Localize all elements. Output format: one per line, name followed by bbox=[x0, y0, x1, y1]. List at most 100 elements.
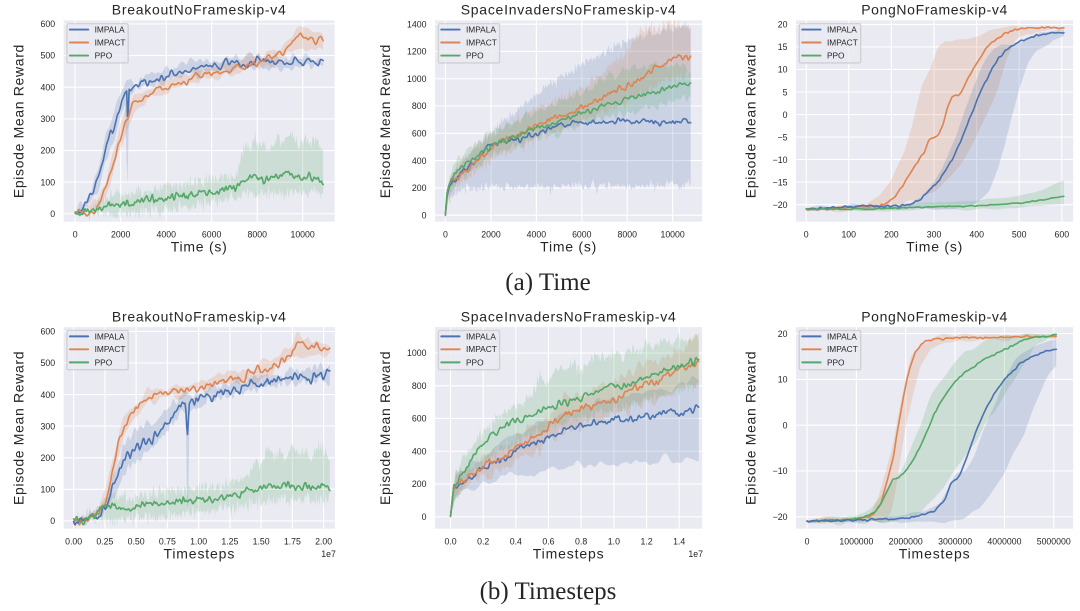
svg-text:200: 200 bbox=[884, 230, 899, 240]
svg-text:SpaceInvadersNoFrameskip-v4: SpaceInvadersNoFrameskip-v4 bbox=[461, 308, 677, 324]
svg-text:15: 15 bbox=[778, 42, 788, 52]
svg-text:400: 400 bbox=[412, 156, 427, 166]
svg-text:0.0: 0.0 bbox=[444, 537, 456, 547]
svg-text:1.50: 1.50 bbox=[253, 537, 270, 547]
svg-text:0: 0 bbox=[73, 230, 78, 240]
svg-text:0.8: 0.8 bbox=[575, 537, 587, 547]
svg-text:100: 100 bbox=[41, 485, 56, 495]
svg-text:PPO: PPO bbox=[466, 357, 484, 367]
svg-text:6000: 6000 bbox=[202, 230, 222, 240]
svg-text:0: 0 bbox=[805, 537, 810, 547]
svg-text:100: 100 bbox=[41, 177, 56, 187]
svg-text:10: 10 bbox=[778, 375, 788, 385]
svg-text:IMPACT: IMPACT bbox=[827, 344, 858, 354]
svg-text:800: 800 bbox=[412, 381, 427, 391]
svg-text:PPO: PPO bbox=[827, 357, 845, 367]
svg-text:IMPACT: IMPACT bbox=[95, 37, 126, 47]
svg-text:0: 0 bbox=[50, 209, 55, 219]
svg-text:Episode Mean Reward: Episode Mean Reward bbox=[743, 44, 759, 198]
svg-text:IMPACT: IMPACT bbox=[466, 344, 497, 354]
svg-text:500: 500 bbox=[41, 358, 56, 368]
svg-text:IMPALA: IMPALA bbox=[466, 25, 496, 35]
svg-text:600: 600 bbox=[41, 19, 56, 29]
svg-text:Episode Mean Reward: Episode Mean Reward bbox=[377, 44, 393, 198]
svg-text:−10: −10 bbox=[773, 155, 788, 165]
svg-text:20: 20 bbox=[778, 20, 788, 30]
svg-text:PongNoFrameskip-v4: PongNoFrameskip-v4 bbox=[861, 308, 1008, 324]
svg-text:2.00: 2.00 bbox=[315, 537, 332, 547]
svg-text:Episode Mean Reward: Episode Mean Reward bbox=[743, 351, 759, 505]
svg-text:10000: 10000 bbox=[290, 230, 314, 240]
svg-text:PPO: PPO bbox=[466, 50, 484, 60]
svg-text:0: 0 bbox=[783, 420, 788, 430]
svg-text:0.25: 0.25 bbox=[96, 537, 113, 547]
svg-text:1.75: 1.75 bbox=[284, 537, 301, 547]
svg-text:Episode Mean Reward: Episode Mean Reward bbox=[377, 351, 393, 505]
svg-text:200: 200 bbox=[412, 479, 427, 489]
svg-text:1.25: 1.25 bbox=[221, 537, 238, 547]
svg-text:Episode Mean Reward: Episode Mean Reward bbox=[10, 44, 26, 198]
svg-text:200: 200 bbox=[41, 453, 56, 463]
svg-text:IMPACT: IMPACT bbox=[95, 344, 126, 354]
svg-text:IMPALA: IMPALA bbox=[95, 331, 125, 341]
svg-text:4000: 4000 bbox=[527, 230, 547, 240]
svg-text:1200: 1200 bbox=[407, 47, 427, 57]
svg-text:IMPALA: IMPALA bbox=[827, 331, 857, 341]
svg-text:600: 600 bbox=[1055, 230, 1070, 240]
svg-text:SpaceInvadersNoFrameskip-v4: SpaceInvadersNoFrameskip-v4 bbox=[461, 1, 677, 17]
svg-text:0: 0 bbox=[443, 230, 448, 240]
svg-text:0: 0 bbox=[422, 210, 427, 220]
svg-text:1.2: 1.2 bbox=[640, 537, 652, 547]
svg-text:PongNoFrameskip-v4: PongNoFrameskip-v4 bbox=[861, 1, 1008, 17]
svg-text:400: 400 bbox=[412, 446, 427, 456]
svg-text:4000: 4000 bbox=[157, 230, 177, 240]
svg-text:500: 500 bbox=[41, 51, 56, 61]
svg-text:6000: 6000 bbox=[572, 230, 592, 240]
svg-text:PPO: PPO bbox=[95, 357, 113, 367]
svg-text:(b) Timesteps: (b) Timesteps bbox=[480, 578, 617, 605]
svg-text:300: 300 bbox=[41, 421, 56, 431]
svg-text:8000: 8000 bbox=[617, 230, 637, 240]
svg-text:400: 400 bbox=[969, 230, 984, 240]
svg-text:1e7: 1e7 bbox=[321, 549, 336, 559]
svg-text:300: 300 bbox=[41, 114, 56, 124]
svg-text:2000: 2000 bbox=[111, 230, 131, 240]
svg-text:1000: 1000 bbox=[407, 74, 427, 84]
svg-text:1000: 1000 bbox=[407, 348, 427, 358]
svg-text:3000000: 3000000 bbox=[938, 537, 972, 547]
svg-text:Time (s): Time (s) bbox=[906, 239, 963, 255]
svg-text:800: 800 bbox=[412, 101, 427, 111]
svg-text:600: 600 bbox=[41, 327, 56, 337]
svg-text:1.00: 1.00 bbox=[190, 537, 207, 547]
svg-text:100: 100 bbox=[841, 230, 856, 240]
svg-text:−15: −15 bbox=[773, 177, 788, 187]
svg-text:2000: 2000 bbox=[481, 230, 501, 240]
svg-text:Time (s): Time (s) bbox=[540, 239, 597, 255]
svg-text:10: 10 bbox=[778, 65, 788, 75]
svg-text:1.4: 1.4 bbox=[673, 537, 685, 547]
svg-text:Timesteps: Timesteps bbox=[533, 546, 605, 562]
svg-text:IMPACT: IMPACT bbox=[466, 37, 497, 47]
svg-text:1e7: 1e7 bbox=[688, 549, 703, 559]
svg-text:Timesteps: Timesteps bbox=[163, 546, 235, 562]
svg-text:0.75: 0.75 bbox=[159, 537, 176, 547]
svg-text:0.50: 0.50 bbox=[128, 537, 145, 547]
svg-text:IMPALA: IMPALA bbox=[827, 25, 857, 35]
svg-text:Timesteps: Timesteps bbox=[899, 546, 971, 562]
svg-text:−20: −20 bbox=[773, 512, 788, 522]
svg-text:0: 0 bbox=[804, 230, 809, 240]
svg-text:BreakoutNoFrameskip-v4: BreakoutNoFrameskip-v4 bbox=[112, 308, 287, 324]
svg-text:(a) Time: (a) Time bbox=[505, 269, 590, 296]
svg-text:0.2: 0.2 bbox=[477, 537, 489, 547]
svg-text:600: 600 bbox=[412, 129, 427, 139]
svg-text:5000000: 5000000 bbox=[1037, 537, 1071, 547]
svg-text:0: 0 bbox=[783, 110, 788, 120]
svg-text:300: 300 bbox=[927, 230, 942, 240]
svg-text:IMPALA: IMPALA bbox=[95, 25, 125, 35]
svg-text:BreakoutNoFrameskip-v4: BreakoutNoFrameskip-v4 bbox=[112, 1, 287, 17]
svg-text:0: 0 bbox=[50, 516, 55, 526]
svg-text:600: 600 bbox=[412, 414, 427, 424]
svg-text:IMPACT: IMPACT bbox=[827, 37, 858, 47]
svg-text:IMPALA: IMPALA bbox=[466, 331, 496, 341]
svg-text:0: 0 bbox=[422, 512, 427, 522]
